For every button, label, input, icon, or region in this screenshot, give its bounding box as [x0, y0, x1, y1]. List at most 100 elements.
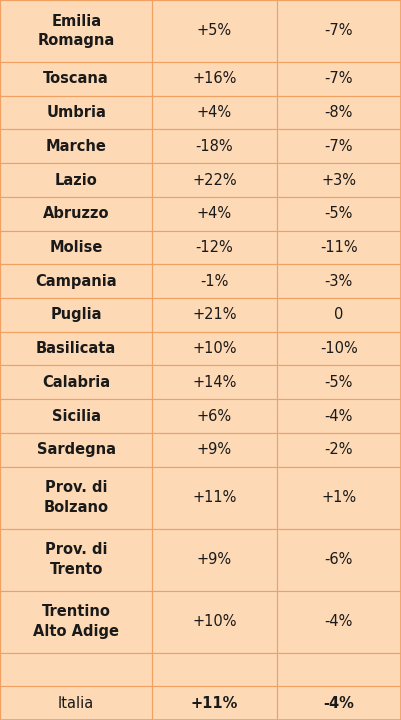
Bar	[152, 652, 277, 686]
Bar	[152, 0, 277, 62]
Text: Toscana: Toscana	[43, 71, 109, 86]
Text: -4%: -4%	[324, 696, 354, 711]
Bar	[277, 332, 401, 366]
Text: +4%: +4%	[197, 206, 232, 221]
Text: -7%: -7%	[324, 139, 353, 154]
Bar	[152, 332, 277, 366]
Bar	[277, 433, 401, 467]
Text: Abruzzo: Abruzzo	[43, 206, 109, 221]
Text: +21%: +21%	[192, 307, 237, 323]
Bar	[152, 130, 277, 163]
Bar	[152, 230, 277, 264]
Bar	[277, 686, 401, 720]
Text: -1%: -1%	[200, 274, 229, 289]
Bar	[277, 96, 401, 130]
Bar	[152, 686, 277, 720]
Bar	[152, 467, 277, 528]
Text: -4%: -4%	[325, 408, 353, 423]
Bar	[152, 62, 277, 96]
Text: -4%: -4%	[325, 614, 353, 629]
Text: -5%: -5%	[325, 206, 353, 221]
Text: +1%: +1%	[321, 490, 356, 505]
Bar	[0, 264, 152, 298]
Text: +10%: +10%	[192, 341, 237, 356]
Text: -8%: -8%	[325, 105, 353, 120]
Text: Calabria: Calabria	[42, 375, 110, 390]
Bar	[0, 686, 152, 720]
Bar	[0, 130, 152, 163]
Text: +5%: +5%	[197, 24, 232, 38]
Bar	[277, 652, 401, 686]
Bar	[277, 366, 401, 399]
Bar	[0, 366, 152, 399]
Text: +3%: +3%	[321, 173, 356, 187]
Bar	[277, 230, 401, 264]
Text: Campania: Campania	[35, 274, 117, 289]
Bar	[152, 528, 277, 590]
Bar	[0, 230, 152, 264]
Text: -11%: -11%	[320, 240, 358, 255]
Bar	[277, 528, 401, 590]
Text: 0: 0	[334, 307, 344, 323]
Text: +10%: +10%	[192, 614, 237, 629]
Text: +22%: +22%	[192, 173, 237, 187]
Bar	[277, 298, 401, 332]
Bar	[0, 163, 152, 197]
Text: -12%: -12%	[196, 240, 233, 255]
Bar	[277, 62, 401, 96]
Text: -7%: -7%	[324, 24, 353, 38]
Text: +6%: +6%	[197, 408, 232, 423]
Text: -10%: -10%	[320, 341, 358, 356]
Text: Trentino
Alto Adige: Trentino Alto Adige	[33, 604, 119, 639]
Text: +11%: +11%	[191, 696, 238, 711]
Text: -7%: -7%	[324, 71, 353, 86]
Bar	[0, 197, 152, 230]
Text: Basilicata: Basilicata	[36, 341, 116, 356]
Text: +16%: +16%	[192, 71, 237, 86]
Text: Molise: Molise	[49, 240, 103, 255]
Text: +14%: +14%	[192, 375, 237, 390]
Bar	[0, 528, 152, 590]
Bar	[277, 130, 401, 163]
Text: Prov. di
Trento: Prov. di Trento	[45, 542, 107, 577]
Text: +11%: +11%	[192, 490, 237, 505]
Text: +9%: +9%	[197, 442, 232, 457]
Bar	[152, 399, 277, 433]
Bar	[277, 590, 401, 652]
Bar	[0, 590, 152, 652]
Bar	[277, 467, 401, 528]
Text: +9%: +9%	[197, 552, 232, 567]
Text: -3%: -3%	[325, 274, 353, 289]
Text: Sardegna: Sardegna	[36, 442, 116, 457]
Bar	[152, 590, 277, 652]
Text: Lazio: Lazio	[55, 173, 97, 187]
Bar	[0, 433, 152, 467]
Text: Marche: Marche	[46, 139, 107, 154]
Bar	[0, 0, 152, 62]
Text: +4%: +4%	[197, 105, 232, 120]
Text: Sicilia: Sicilia	[52, 408, 101, 423]
Text: -6%: -6%	[325, 552, 353, 567]
Bar	[277, 197, 401, 230]
Bar	[152, 96, 277, 130]
Bar	[0, 62, 152, 96]
Bar	[152, 264, 277, 298]
Bar	[0, 467, 152, 528]
Text: -5%: -5%	[325, 375, 353, 390]
Bar	[277, 163, 401, 197]
Bar	[152, 163, 277, 197]
Text: Umbria: Umbria	[46, 105, 106, 120]
Bar	[152, 298, 277, 332]
Bar	[277, 264, 401, 298]
Bar	[0, 96, 152, 130]
Bar	[152, 433, 277, 467]
Text: -2%: -2%	[324, 442, 353, 457]
Bar	[0, 399, 152, 433]
Bar	[277, 0, 401, 62]
Bar	[0, 298, 152, 332]
Text: Prov. di
Bolzano: Prov. di Bolzano	[44, 480, 109, 515]
Bar	[152, 197, 277, 230]
Text: -18%: -18%	[196, 139, 233, 154]
Text: Puglia: Puglia	[51, 307, 102, 323]
Bar	[0, 332, 152, 366]
